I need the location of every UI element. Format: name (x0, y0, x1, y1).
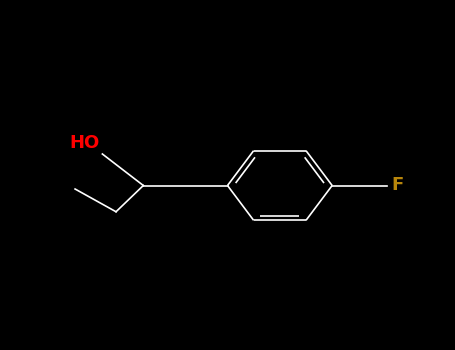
Text: HO: HO (70, 134, 100, 152)
Text: F: F (391, 176, 404, 195)
